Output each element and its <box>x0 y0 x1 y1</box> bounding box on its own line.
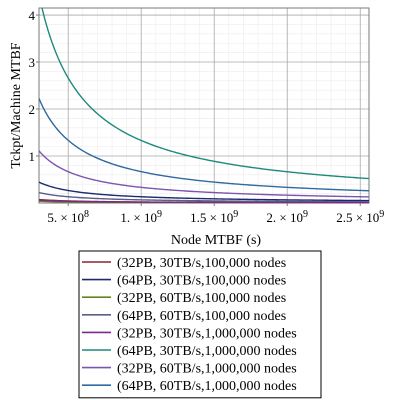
series-line-8 <box>38 98 370 192</box>
x-tick-label: 1. × 109 <box>120 209 162 225</box>
y-tick-label: 4 <box>29 8 36 23</box>
x-tick-label: 1.5 × 109 <box>190 209 238 225</box>
legend-label-7: (32PB, 60TB/s,1,000,000 nodes <box>117 362 297 377</box>
series-line-6 <box>41 7 370 180</box>
x-axis: 5. × 108 1. × 109 1.5 × 109 2. × 109 2.5 × 1… <box>47 203 384 225</box>
y-axis: 1 2 3 4 <box>29 8 39 164</box>
legend-label-3: (32PB, 60TB/s,100,000 nodes <box>117 291 286 306</box>
legend-items: (32PB, 30TB/s,100,000 nodes (64PB, 30TB/s… <box>82 256 297 394</box>
y-tick-label: 2 <box>29 102 36 117</box>
legend-label-5: (32PB, 30TB/s,1,000,000 nodes <box>117 326 297 341</box>
legend-label-2: (64PB, 30TB/s,100,000 nodes <box>117 274 286 289</box>
series-line-4 <box>38 191 370 203</box>
legend-label-4: (64PB, 60TB/s,100,000 nodes <box>117 309 286 324</box>
legend: (32PB, 30TB/s,100,000 nodes (64PB, 30TB/s… <box>78 250 322 399</box>
y-tick-label: 1 <box>29 149 36 164</box>
legend-label-6: (64PB, 30TB/s,1,000,000 nodes <box>117 344 297 359</box>
series-line-7 <box>38 150 370 198</box>
x-tick-label: 5. × 108 <box>47 209 89 225</box>
x-tick-label: 2. × 109 <box>266 209 308 225</box>
legend-label-8: (64PB, 60TB/s,1,000,000 nodes <box>117 379 297 394</box>
x-tick-label: 2.5 × 109 <box>336 209 384 225</box>
legend-label-1: (32PB, 30TB/s,100,000 nodes <box>117 256 286 271</box>
grid <box>39 8 369 203</box>
y-tick-label: 3 <box>29 55 36 70</box>
y-axis-label: Tckpt/Machine MTBF <box>9 42 24 168</box>
x-axis-label: Node MTBF (s) <box>171 233 262 248</box>
series-line-2 <box>38 181 370 202</box>
series-layer <box>38 7 370 204</box>
series-line-5 <box>38 199 369 204</box>
legend-box <box>78 250 322 399</box>
